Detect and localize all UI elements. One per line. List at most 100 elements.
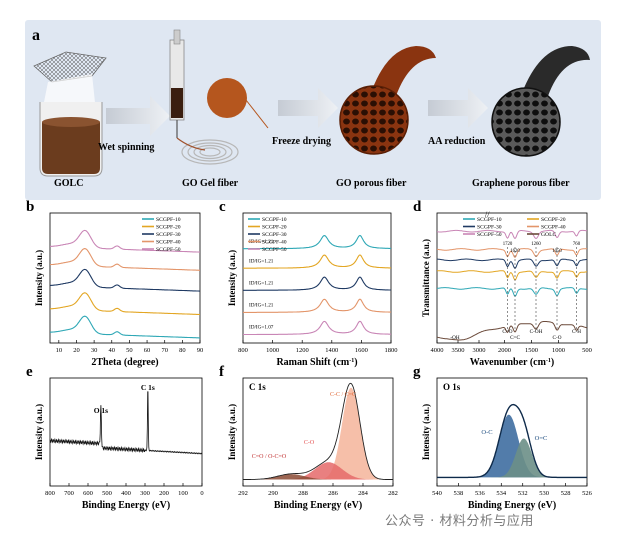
graphene-porous-fiber-icon — [491, 87, 561, 157]
ftir-band-label: -OH — [450, 335, 459, 341]
c1s-label-co: C-O — [304, 440, 315, 446]
x-tick-label-b: 80 — [179, 347, 186, 354]
y-axis-label-g: Intensity (a.u.) — [421, 404, 431, 460]
ftir-band-label: C-OH — [530, 329, 543, 335]
panel-a: a Wet spinning GO Gel fiber Freeze dryin… — [25, 20, 601, 200]
x-tick-label-d: 500 — [582, 347, 592, 354]
legend-label-b: SCGPF-30 — [156, 232, 181, 238]
x-tick-label-d: 4000 — [431, 347, 444, 354]
x-axis-label-b: 2Theta (degree) — [91, 357, 158, 368]
x-tick-label-f: 284 — [358, 490, 369, 497]
panel-label-g: g — [413, 364, 421, 380]
ftir-series-1 — [436, 287, 587, 297]
x-tick-label-c: 1600 — [355, 347, 368, 354]
gel-fiber-zoom-icon — [207, 78, 247, 118]
item-label-1: GOLC — [54, 178, 83, 189]
x-tick-label-f: 282 — [388, 490, 398, 497]
gel-fiber-zoom-line — [245, 99, 269, 129]
x-tick-label-g: 534 — [496, 490, 507, 497]
item-label-2: GO Gel fiber — [182, 178, 239, 189]
x-tick-label-g: 530 — [539, 490, 549, 497]
ftir-series-2 — [437, 270, 588, 281]
graphene-sheet-icon — [33, 51, 107, 83]
c1s-component-co — [243, 462, 393, 480]
legend-label-c: SCGPF-40 — [262, 240, 287, 246]
panel-label-b: b — [26, 199, 34, 215]
raman-ratio-label: ID/IG=1.21 — [249, 258, 274, 264]
x-tick-label-b: 40 — [109, 347, 116, 354]
o1s-envelope — [437, 403, 587, 479]
x-tick-label-c: 1400 — [325, 347, 338, 354]
xrd-series-4 — [50, 248, 200, 271]
ftir-series-6 — [436, 321, 588, 341]
x-axis-label-sup-d: -1 — [546, 358, 551, 364]
legend-label-d: SCGPF-50 — [477, 232, 502, 238]
legend-label-c: SCGPF-30 — [262, 232, 287, 238]
x-tick-label-b: 60 — [144, 347, 151, 354]
y-axis-label-d: Transmittance (a.u.) — [421, 239, 431, 317]
x-tick-label-e: 200 — [159, 490, 169, 497]
x-tick-label-e: 700 — [64, 490, 74, 497]
legend-label-b: SCGPF-40 — [156, 240, 181, 246]
golc-liquid-icon — [42, 122, 100, 174]
step-arrow-3 — [428, 88, 488, 128]
legend-label-d: SCGPF-30 — [477, 225, 502, 231]
x-tick-label-c: 1000 — [266, 347, 279, 354]
o1s-label-oeqc: O=C — [535, 435, 548, 442]
ftir-series-4 — [436, 248, 587, 259]
plot-frame-c — [242, 212, 392, 344]
raman-ratio-label: ID/IG=1.21 — [249, 303, 274, 309]
ftir-series-3 — [437, 258, 588, 269]
xrd-series-5 — [50, 229, 200, 253]
syringe-plunger-icon — [173, 29, 181, 45]
x-tick-label-g: 536 — [475, 490, 486, 497]
raman-series-4 — [243, 298, 391, 313]
c1s-component-cc — [243, 387, 393, 480]
golc-liquid-surface — [42, 117, 100, 127]
x-tick-label-b: 20 — [73, 347, 80, 354]
x-tick-label-d: 1500 — [525, 347, 538, 354]
y-axis-label-e: Intensity (a.u.) — [34, 404, 44, 460]
x-tick-label-e: 0 — [200, 490, 203, 497]
item-label-3: GO porous fiber — [336, 178, 407, 189]
x-tick-label-e: 500 — [102, 490, 112, 497]
x-axis-label-d: Wavenumber (cm-1) — [470, 357, 555, 368]
x-tick-label-g: 526 — [582, 490, 593, 497]
x-axis-label-c: Raman Shift (cm-1) — [276, 357, 357, 368]
raman-ratio-label: ID/IG=1.21 — [249, 281, 274, 287]
legend-label-d: SCGPF-10 — [477, 217, 502, 223]
x-axis-label-sup-c: -1 — [349, 358, 354, 364]
xrd-series-1 — [50, 315, 200, 339]
x-tick-label-c: 800 — [238, 347, 248, 354]
x-tick-label-g: 540 — [432, 490, 442, 497]
x-tick-label-e: 800 — [45, 490, 55, 497]
axis-break-mark: // — [485, 210, 490, 219]
plot-frame-g — [436, 377, 588, 487]
panel-label-d: d — [413, 199, 422, 215]
ftir-band-label: C-H — [572, 329, 581, 335]
watermark: 公众号 · 材料分析与应用 — [385, 514, 534, 529]
ftir-marker-label: 1620 — [510, 249, 520, 254]
go-fiber-tail-icon — [372, 46, 436, 96]
raman-series-3 — [243, 276, 391, 291]
c1s-component-oco — [243, 474, 393, 480]
x-tick-label-b: 70 — [161, 347, 168, 354]
step-label-1: Wet spinning — [98, 142, 154, 153]
xps-survey-series — [49, 391, 203, 455]
legend-label-b: SCGPF-10 — [156, 217, 181, 223]
xps-peak-label-c1s: C 1s — [141, 383, 155, 392]
x-tick-label-g: 532 — [518, 490, 528, 497]
x-tick-label-f: 292 — [238, 490, 248, 497]
x-tick-label-g: 538 — [454, 490, 464, 497]
x-tick-label-f: 288 — [298, 490, 308, 497]
y-axis-label-c: Intensity (a.u.) — [227, 250, 237, 306]
ftir-series-5 — [436, 229, 588, 240]
raman-ratio-label: ID/IG=1.07 — [249, 325, 274, 331]
raman-series-5 — [243, 320, 391, 336]
ftir-marker-label: 1050 — [552, 249, 562, 254]
legend-label-c: SCGPF-50 — [262, 247, 287, 253]
legend-label-c: SCGPF-20 — [262, 225, 287, 231]
ftir-band-label: C=O — [502, 329, 512, 335]
